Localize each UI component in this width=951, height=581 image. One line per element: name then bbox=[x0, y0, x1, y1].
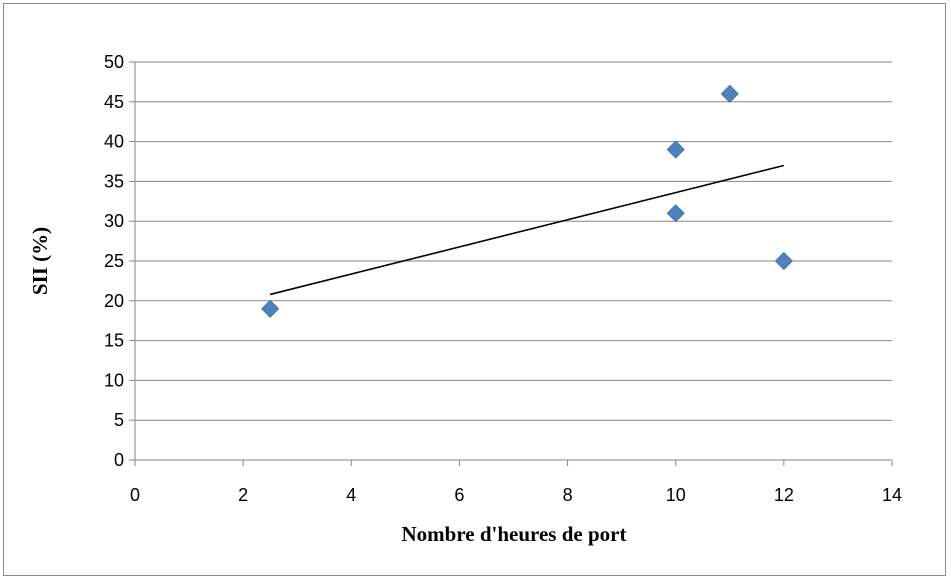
x-tick-label-6: 6 bbox=[454, 485, 464, 505]
data-point bbox=[666, 204, 685, 223]
y-tick-label-35: 35 bbox=[104, 171, 124, 191]
data-point bbox=[666, 140, 685, 159]
data-point bbox=[720, 84, 739, 103]
y-tick-label-15: 15 bbox=[104, 331, 124, 351]
x-tick-label-10: 10 bbox=[666, 485, 686, 505]
x-tick-label-8: 8 bbox=[563, 485, 573, 505]
x-tick-label-0: 0 bbox=[130, 485, 140, 505]
x-tick-label-4: 4 bbox=[346, 485, 356, 505]
x-tick-label-12: 12 bbox=[774, 485, 794, 505]
x-tick-label-2: 2 bbox=[238, 485, 248, 505]
data-points bbox=[261, 84, 793, 318]
y-tick-label-0: 0 bbox=[114, 450, 124, 470]
gridlines bbox=[135, 61, 892, 421]
y-tick-label-30: 30 bbox=[104, 211, 124, 231]
y-tick-label-25: 25 bbox=[104, 251, 124, 271]
y-tick-label-20: 20 bbox=[104, 291, 124, 311]
data-point bbox=[261, 299, 280, 318]
y-axis-ticks: 0 5 10 15 20 25 30 35 40 45 50 bbox=[104, 52, 135, 470]
y-tick-label-10: 10 bbox=[104, 370, 124, 390]
x-tick-label-14: 14 bbox=[882, 485, 902, 505]
y-tick-label-5: 5 bbox=[114, 410, 124, 430]
y-tick-label-45: 45 bbox=[104, 92, 124, 112]
x-axis-title: Nombre d'heures de port bbox=[402, 522, 627, 546]
y-tick-label-40: 40 bbox=[104, 132, 124, 152]
trendline-group bbox=[269, 164, 785, 296]
trendline bbox=[269, 164, 785, 296]
y-tick-label-50: 50 bbox=[104, 52, 124, 72]
x-axis-ticks: 0 2 4 6 8 10 12 14 bbox=[130, 460, 902, 505]
data-point bbox=[774, 251, 793, 271]
y-axis-title: SII (%) bbox=[28, 227, 52, 295]
chart-frame bbox=[3, 3, 946, 576]
